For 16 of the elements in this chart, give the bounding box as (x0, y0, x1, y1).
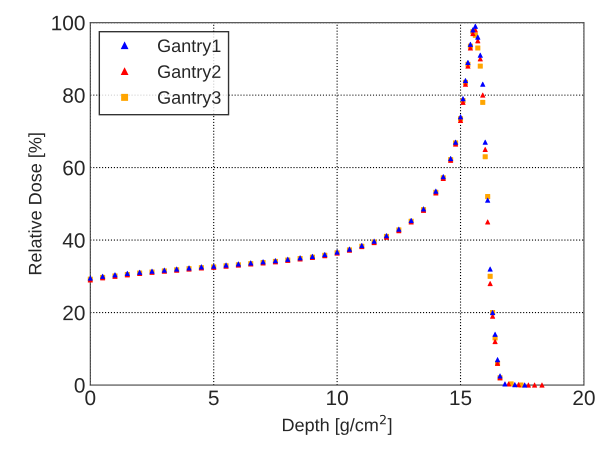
x-tick-label: 0 (85, 390, 96, 406)
y-tick-label: 80 (63, 88, 85, 103)
x-tick-label: 20 (573, 390, 595, 406)
y-tick-label: 20 (63, 306, 85, 320)
y-tick-label: 100 (52, 16, 85, 30)
legend-label: Gantry3 (158, 91, 221, 108)
x-axis-title: Depth [g/cm$^{2}$] (282, 414, 392, 435)
x-tick-label: 15 (450, 390, 472, 406)
legend-label: Gantry1 (158, 39, 220, 56)
y-tick-label: 60 (63, 160, 85, 176)
y-tick-label: 0 (74, 378, 85, 393)
x-tick-label: 5 (208, 390, 219, 406)
y-axis-title: Relative Dose [%] (28, 133, 46, 274)
y-tick-label: 40 (62, 233, 85, 248)
legend-label: Gantry2 (158, 65, 220, 82)
x-tick-label: 10 (327, 390, 348, 406)
